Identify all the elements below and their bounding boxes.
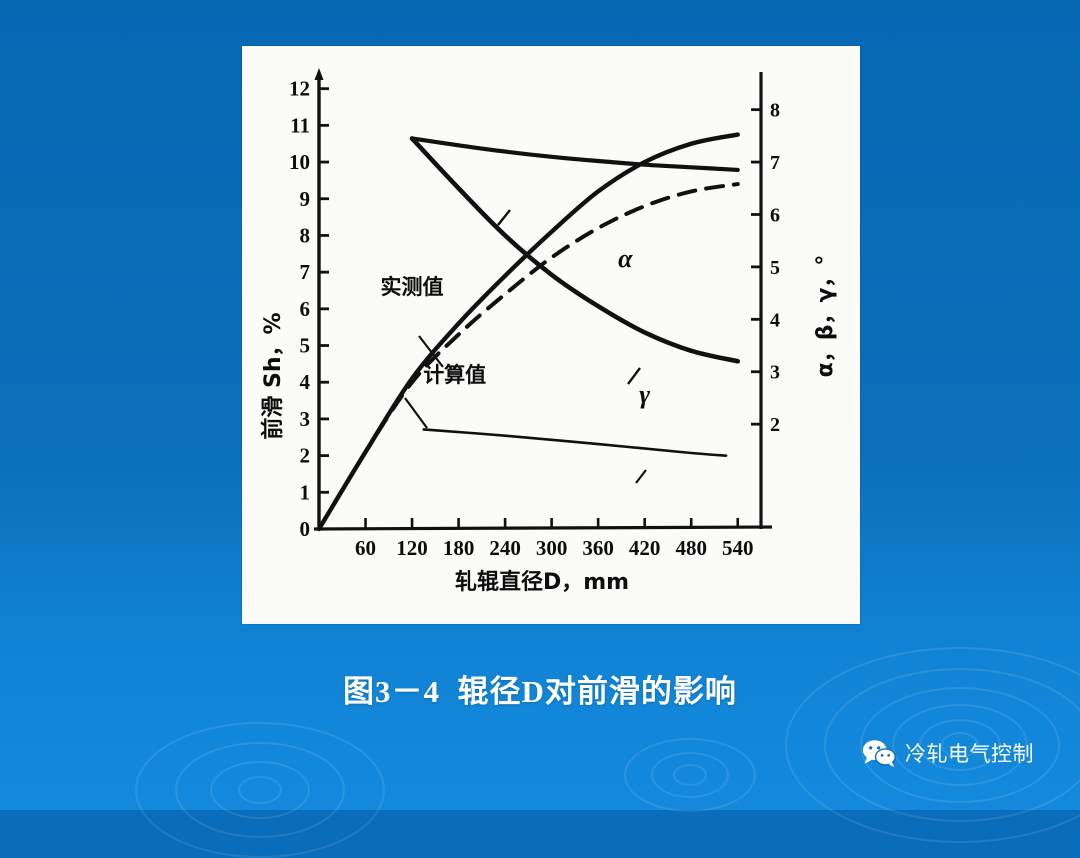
tick-label: 9 <box>300 187 311 211</box>
bottom-axis-line <box>313 525 773 531</box>
right-axis-tick-labels: 2 3 4 5 6 7 8 <box>770 100 780 437</box>
measured-label: 实测值 <box>381 275 444 299</box>
tick-label: 240 <box>489 536 520 560</box>
tick-label: 4 <box>300 370 311 394</box>
tick-label: 180 <box>443 536 475 560</box>
x-axis-title: 轧辊直径D，mm <box>455 569 629 595</box>
tick-label: 12 <box>289 77 310 101</box>
wechat-icon <box>862 739 896 767</box>
measured-leader-line <box>418 335 444 368</box>
tick-label: 360 <box>582 536 614 560</box>
tick-label: 3 <box>770 362 780 384</box>
series-curve-β <box>409 136 740 173</box>
tick-label: 11 <box>290 113 310 137</box>
right-axis-ticks <box>751 108 761 426</box>
calculated-leader-line <box>404 397 428 429</box>
tick-label: 7 <box>770 152 780 174</box>
figure-caption: 图3－4 辊径D对前滑的影响 <box>343 674 737 709</box>
tick-label: 120 <box>396 536 428 560</box>
series-curve-实测值 <box>316 132 740 532</box>
alpha-label: α <box>618 244 633 273</box>
y-axis-left-title: 前滑 Sh，% <box>260 312 286 439</box>
tick-label: 7 <box>300 260 311 284</box>
tick-label: 8 <box>770 100 780 122</box>
tick-label: 1 <box>300 480 311 504</box>
tick-label: 2 <box>770 414 780 436</box>
tick-label: 2 <box>300 444 311 468</box>
left-axis-arrow <box>314 68 324 80</box>
series-curve-γ <box>422 428 728 457</box>
series-curve-α <box>409 136 741 364</box>
annotation-leader-lines <box>404 209 647 484</box>
tick-label: 8 <box>300 223 311 247</box>
tick-label: 10 <box>289 150 310 174</box>
left-axis-ticks <box>319 87 329 531</box>
chart-curves <box>316 132 741 532</box>
bottom-axis-tick-labels: 60 120 180 240 300 360 420 480 540 <box>355 536 753 560</box>
beta-leader-line <box>497 209 511 226</box>
tick-label: 60 <box>355 536 376 560</box>
series-curve-计算值 <box>317 182 740 531</box>
gamma-leader-line <box>635 469 647 484</box>
tick-label: 4 <box>770 309 780 331</box>
tick-label: 300 <box>536 536 568 560</box>
chart-annotations: 实测值计算值βαγ <box>381 244 651 409</box>
tick-label: 5 <box>770 257 780 279</box>
chart-axes <box>313 68 773 531</box>
footer-brand: 冷轧电气控制 <box>862 738 1034 768</box>
calculated-label: 计算值 <box>423 363 486 387</box>
tick-label: 6 <box>300 297 311 321</box>
footer-brand-text: 冷轧电气控制 <box>905 742 1034 766</box>
tick-label: 420 <box>629 536 661 560</box>
alpha-leader-line <box>627 367 641 385</box>
gamma-label: γ <box>639 380 650 409</box>
tick-label: 5 <box>300 334 311 358</box>
tick-label: 6 <box>770 204 780 226</box>
tick-label: 540 <box>722 536 754 560</box>
tick-label: 3 <box>300 407 311 431</box>
y-axis-right-title: α，β，γ，° <box>813 255 838 378</box>
bottom-axis-ticks <box>364 518 740 528</box>
tick-label: 480 <box>675 536 707 560</box>
tick-label: 0 <box>300 517 311 541</box>
